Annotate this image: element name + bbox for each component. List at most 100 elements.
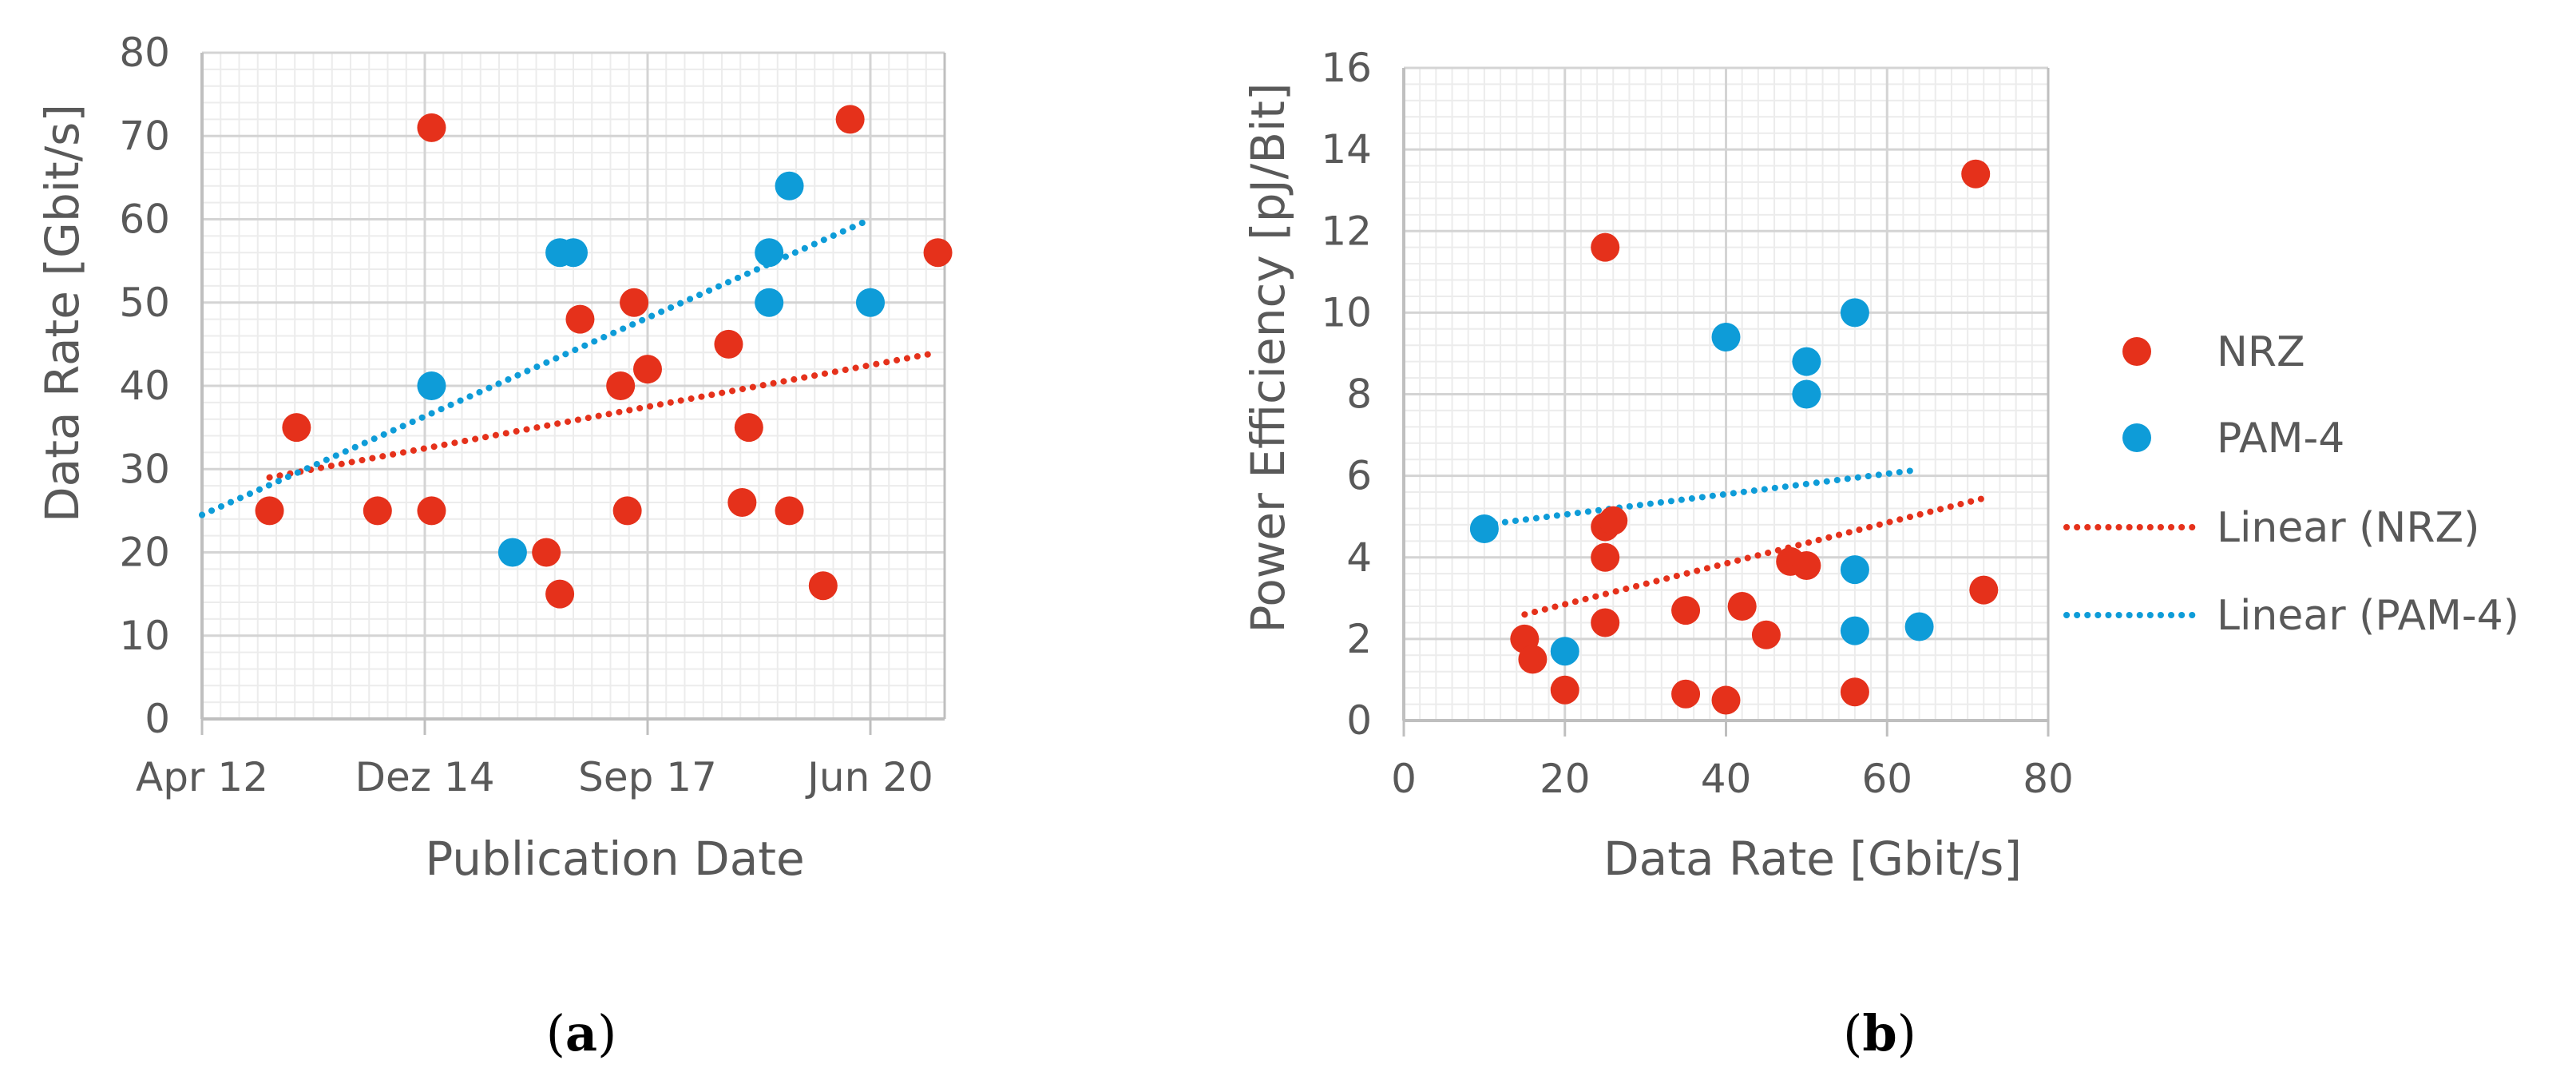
chart-a-point-nrz bbox=[255, 496, 284, 526]
chart-b-x-tick-label: 20 bbox=[1540, 756, 1591, 802]
chart-b-tick-labels: 0 2 4 6 8 10 12 14 16 0 20 40 60 80 bbox=[1321, 45, 2073, 802]
chart-a-tick-labels: 0 10 20 30 40 50 60 70 80 Apr 12 Dez 14 Sep 17 Jun 2… bbox=[119, 30, 933, 800]
chart-a-point-nrz bbox=[808, 571, 838, 601]
chart-a-point-nrz bbox=[612, 496, 642, 526]
chart-a-caption: (a) bbox=[546, 1004, 617, 1062]
chart-b-caption: (b) bbox=[1843, 1004, 1916, 1062]
chart-b-point-pam4 bbox=[1840, 298, 1869, 328]
chart-a-y-tick-label: 50 bbox=[119, 280, 170, 326]
chart-a-point-nrz bbox=[545, 579, 575, 609]
chart-a-grid bbox=[200, 51, 945, 721]
chart-b-trendline-linear-pam-4 bbox=[1480, 466, 1923, 528]
chart-a-y-axis-title: Data Rate [Gbit/s] bbox=[35, 104, 89, 522]
chart-a-points bbox=[255, 105, 953, 609]
chart-a: 0 10 20 30 40 50 60 70 80 Apr 12 Dez 14 Sep 17 Jun 2… bbox=[35, 30, 953, 1062]
chart-a-x-axis-title: Publication Date bbox=[425, 832, 804, 886]
chart-b-point-pam4 bbox=[1840, 555, 1869, 585]
chart-a-y-tick-label: 60 bbox=[119, 197, 170, 243]
chart-b-y-tick-label: 8 bbox=[1346, 371, 1372, 418]
chart-b-point-nrz bbox=[1792, 550, 1821, 580]
legend-nrz-marker bbox=[2122, 337, 2151, 366]
chart-b-y-tick-label: 0 bbox=[1346, 697, 1372, 744]
legend-pam4-label: PAM-4 bbox=[2217, 415, 2344, 463]
chart-a-point-nrz bbox=[620, 288, 649, 317]
chart-b-point-nrz bbox=[1671, 679, 1701, 709]
chart-b-y-tick-label: 2 bbox=[1346, 616, 1372, 662]
chart-b-point-nrz bbox=[1969, 575, 1999, 605]
chart-a-point-nrz bbox=[363, 496, 392, 526]
chart-a-point-nrz bbox=[565, 304, 595, 334]
legend-item-linear-pam4: Linear (PAM-4) bbox=[2063, 592, 2519, 640]
chart-a-point-nrz bbox=[775, 496, 804, 526]
chart-a-y-tick-label: 20 bbox=[119, 530, 170, 576]
legend-item-linear-nrz: Linear (NRZ) bbox=[2063, 504, 2479, 552]
chart-b-axes bbox=[1402, 68, 2050, 737]
chart-a-point-pam4 bbox=[775, 171, 804, 201]
chart-b-y-tick-label: 16 bbox=[1321, 45, 1372, 91]
chart-a-trendline-linear-pam-4 bbox=[199, 216, 874, 518]
chart-a-x-tick-label: Dez 14 bbox=[355, 754, 494, 800]
chart-b-point-nrz bbox=[1961, 159, 1991, 189]
chart-a-point-nrz bbox=[727, 487, 757, 517]
chart-b-point-nrz bbox=[1591, 608, 1620, 637]
legend-linear-nrz-label: Linear (NRZ) bbox=[2217, 504, 2479, 552]
chart-b-trendlines bbox=[1480, 466, 1987, 618]
chart-a-point-pam4 bbox=[497, 538, 527, 567]
chart-a-point-pam4 bbox=[755, 288, 784, 317]
chart-b-y-tick-label: 10 bbox=[1321, 289, 1372, 336]
chart-b-point-pam4 bbox=[1711, 323, 1741, 352]
chart-b-y-tick-label: 14 bbox=[1321, 126, 1372, 173]
chart-b-y-tick-label: 6 bbox=[1346, 453, 1372, 499]
chart-a-point-nrz bbox=[417, 113, 446, 142]
chart-b-point-pam4 bbox=[1904, 612, 1934, 641]
chart-a-point-nrz bbox=[532, 538, 561, 567]
chart-a-y-tick-label: 30 bbox=[119, 446, 170, 492]
chart-b-points bbox=[1469, 159, 1999, 715]
chart-b-trendline-linear-nrz bbox=[1521, 494, 1987, 618]
chart-b-point-pam4 bbox=[1792, 347, 1821, 376]
legend-pam4-marker bbox=[2122, 423, 2151, 452]
chart-a-x-tick-label: Sep 17 bbox=[578, 754, 717, 800]
chart-b-x-tick-label: 0 bbox=[1391, 756, 1417, 802]
chart-a-point-pam4 bbox=[856, 288, 885, 317]
chart-a-y-tick-label: 10 bbox=[119, 613, 170, 659]
chart-a-point-nrz bbox=[714, 329, 743, 359]
chart-a-trendline-linear-nrz bbox=[266, 349, 941, 481]
chart-a-point-nrz bbox=[923, 238, 953, 268]
chart-a-point-pam4 bbox=[755, 238, 784, 268]
chart-b-point-nrz bbox=[1751, 620, 1781, 649]
chart-a-point-nrz bbox=[417, 496, 446, 526]
chart-a-x-tick-label: Jun 20 bbox=[805, 754, 933, 800]
chart-a-point-nrz bbox=[734, 413, 763, 443]
chart-b-point-pam4 bbox=[1550, 637, 1579, 666]
chart-b-x-tick-label: 80 bbox=[2023, 756, 2074, 802]
legend-item-nrz: NRZ bbox=[2122, 328, 2305, 376]
chart-a-axes bbox=[200, 53, 946, 735]
legend: NRZ PAM-4 Linear (NRZ) Linear (PAM-4) bbox=[2063, 328, 2519, 640]
chart-a-point-nrz bbox=[633, 355, 662, 384]
chart-a-y-tick-label: 70 bbox=[119, 113, 170, 159]
chart-a-point-pam4 bbox=[417, 371, 446, 400]
chart-b-point-nrz bbox=[1671, 596, 1701, 625]
chart-b-point-pam4 bbox=[1792, 379, 1821, 409]
chart-b-y-tick-label: 12 bbox=[1321, 208, 1372, 254]
chart-b-grid bbox=[1402, 66, 2050, 722]
chart-b-y-tick-label: 4 bbox=[1346, 534, 1372, 581]
chart-b-point-nrz bbox=[1599, 506, 1628, 535]
chart-b-point-nrz bbox=[1711, 685, 1741, 715]
chart-a-y-tick-label: 40 bbox=[119, 363, 170, 409]
chart-a-point-pam4 bbox=[559, 238, 588, 268]
chart-a-point-nrz bbox=[282, 413, 311, 443]
chart-b-x-tick-label: 60 bbox=[1861, 756, 1912, 802]
chart-b-point-nrz bbox=[1591, 542, 1620, 572]
chart-b-point-pam4 bbox=[1840, 616, 1869, 645]
chart-a-trendlines bbox=[199, 216, 941, 518]
chart-b: 0 2 4 6 8 10 12 14 16 0 20 40 60 80 Data Rate [Gbit/s… bbox=[1241, 45, 2074, 1062]
chart-b-point-nrz bbox=[1840, 677, 1869, 707]
chart-a-y-tick-label: 0 bbox=[145, 696, 170, 742]
legend-linear-pam4-label: Linear (PAM-4) bbox=[2217, 592, 2519, 640]
chart-b-x-axis-title: Data Rate [Gbit/s] bbox=[1603, 832, 2022, 886]
chart-b-point-nrz bbox=[1518, 645, 1548, 674]
chart-a-x-tick-label: Apr 12 bbox=[136, 754, 268, 800]
